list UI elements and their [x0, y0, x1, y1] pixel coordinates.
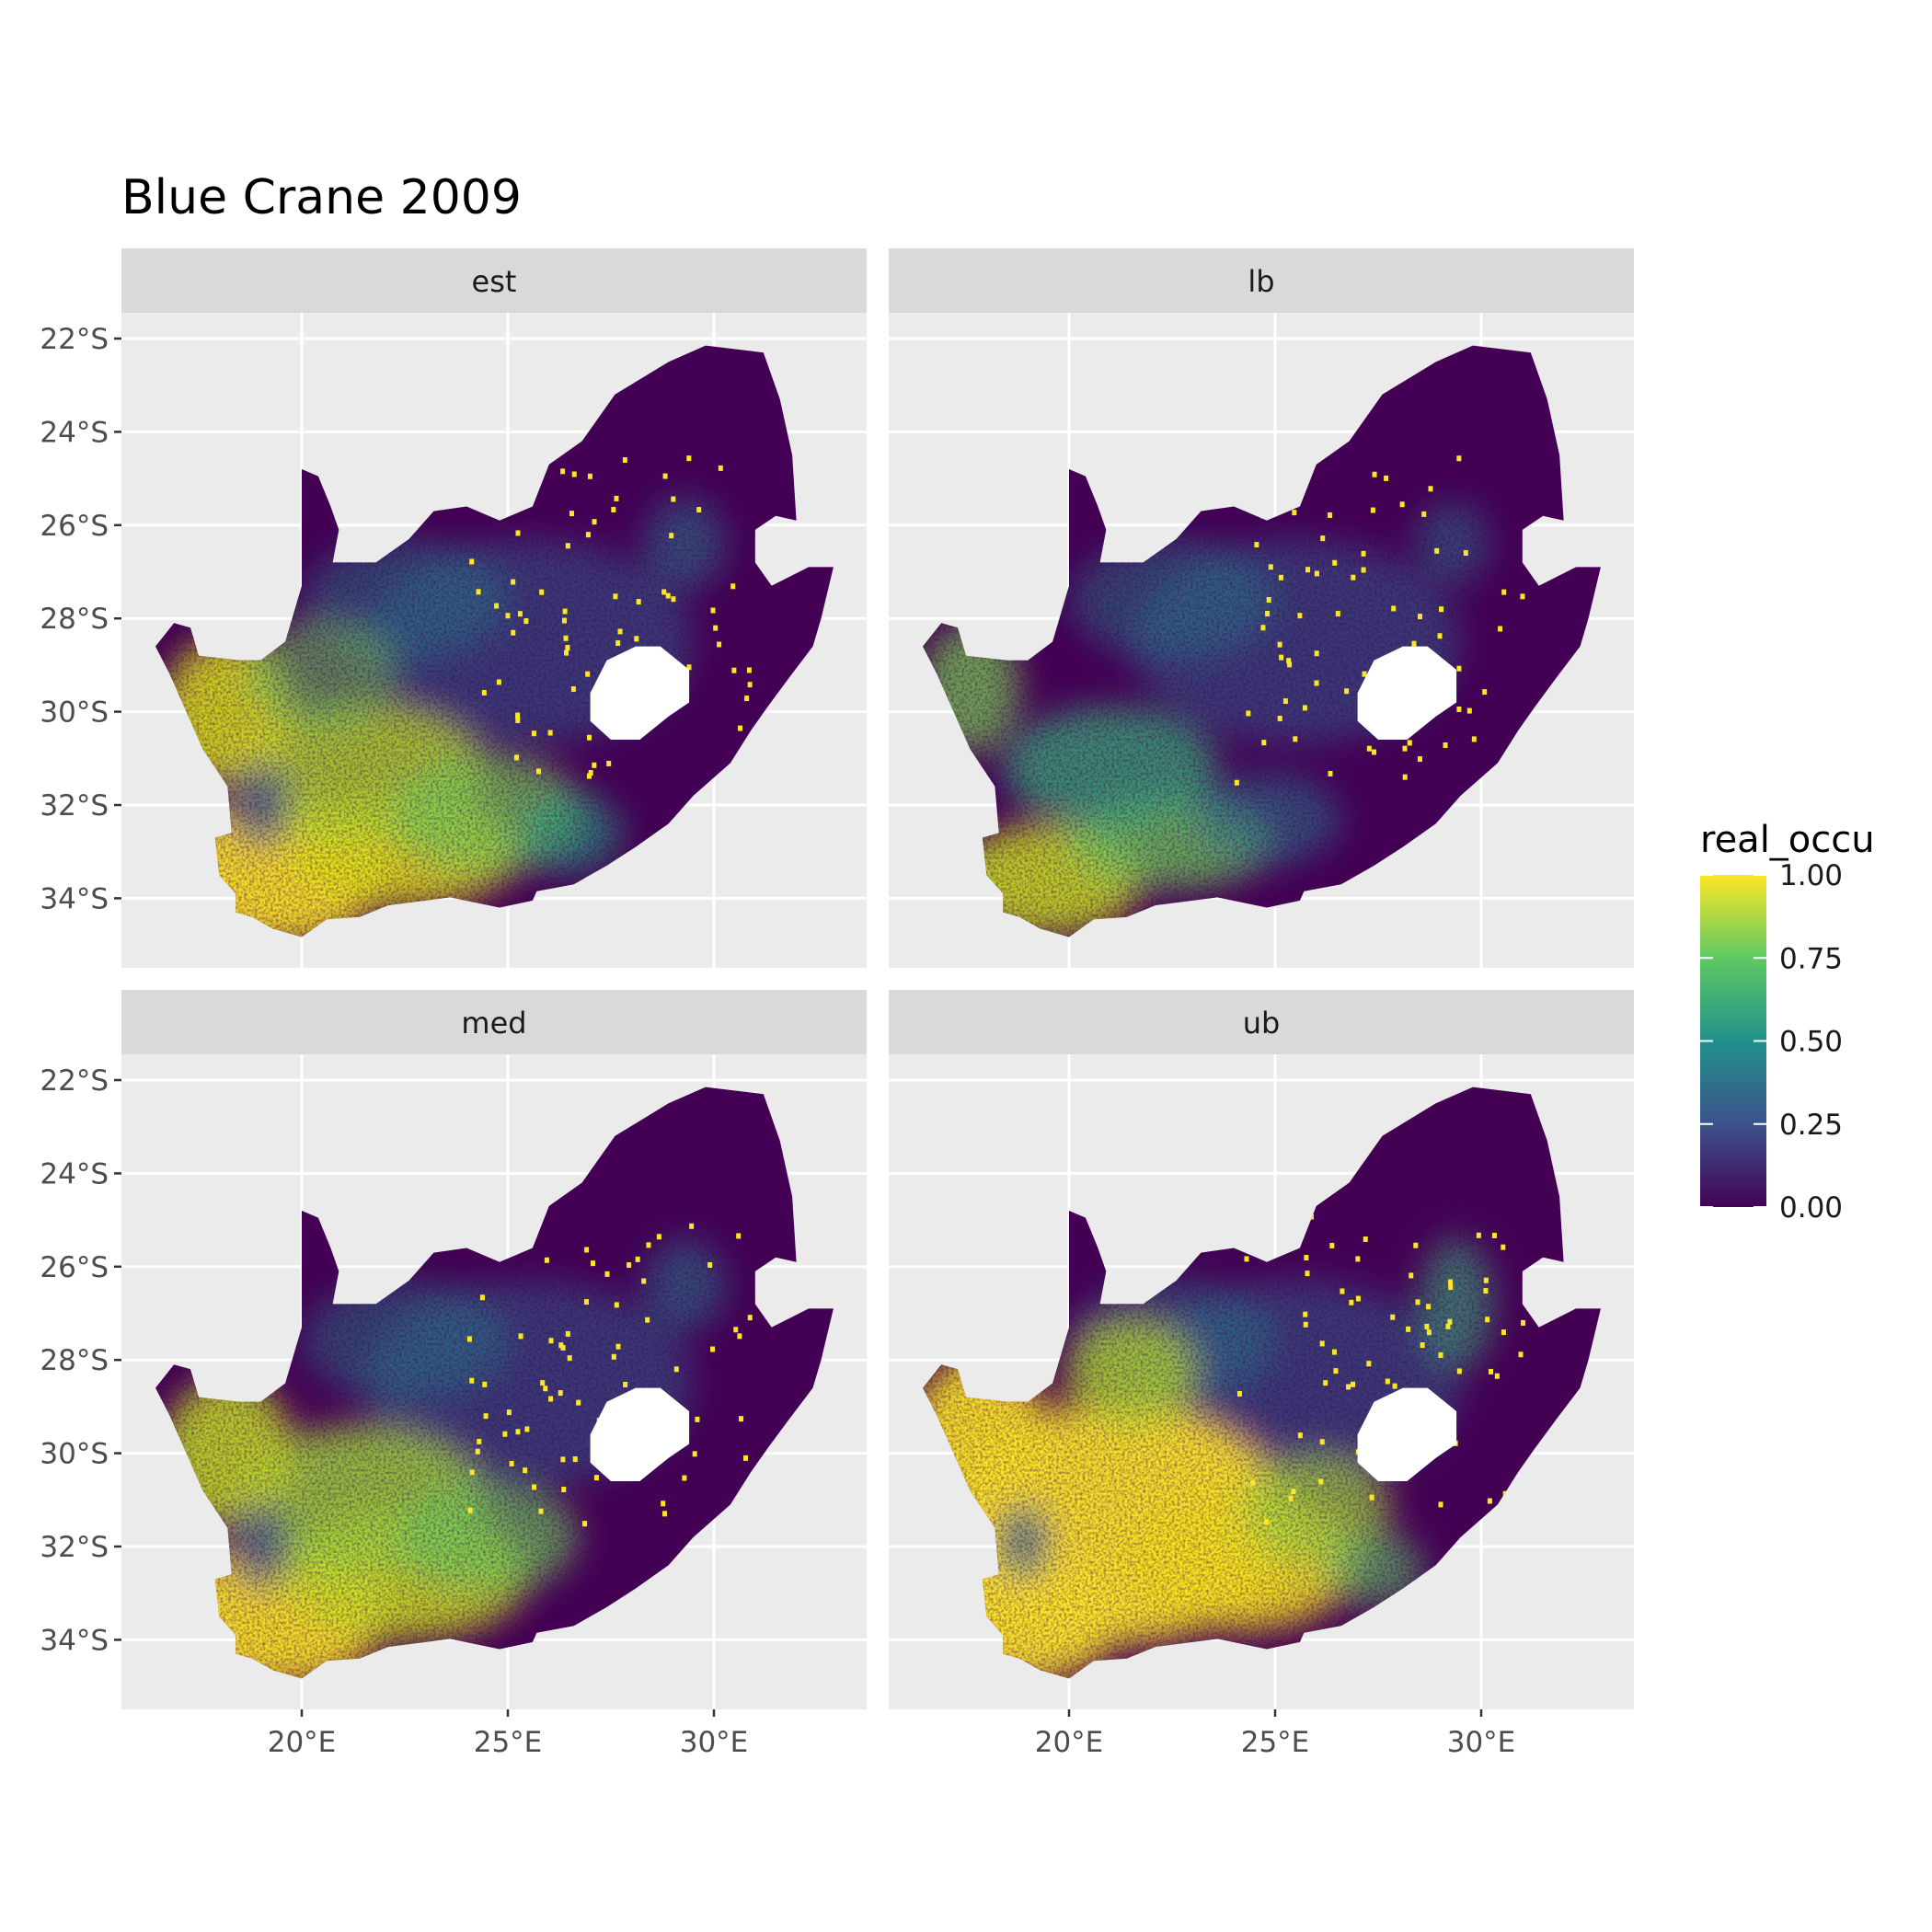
- legend-tick-label: 0.00: [1779, 1191, 1843, 1225]
- y-tick-label: 22°S: [40, 1064, 109, 1098]
- legend-tick-label: 0.75: [1779, 942, 1843, 975]
- facet-strip-label: med: [461, 1006, 526, 1041]
- y-tick-label: 34°S: [40, 1624, 109, 1657]
- y-tick-label: 26°S: [40, 1251, 109, 1284]
- facet-strip: [121, 990, 867, 1054]
- y-tick-label: 28°S: [40, 603, 109, 636]
- facet-panel-med: med: [121, 990, 867, 1709]
- legend-tick-label: 0.50: [1779, 1026, 1843, 1059]
- y-tick-label: 30°S: [40, 1438, 109, 1471]
- lesotho-no-data: [590, 646, 690, 740]
- legend: real_occu 1.00 0.75 0.50 0.25 0.00: [1700, 819, 1875, 1225]
- facet-strip-label: ub: [1243, 1006, 1281, 1041]
- y-tick-label: 34°S: [40, 882, 109, 915]
- lesotho-no-data: [590, 1387, 690, 1481]
- y-tick-label: 32°S: [40, 789, 109, 822]
- facet-panel-ub: ub: [889, 990, 1634, 1709]
- x-tick-label: 30°E: [1447, 1726, 1516, 1759]
- y-tick-label: 32°S: [40, 1531, 109, 1564]
- facet-strip: [889, 248, 1634, 313]
- legend-title: real_occu: [1700, 819, 1875, 861]
- y-tick-label: 22°S: [40, 323, 109, 356]
- y-tick-label: 30°S: [40, 696, 109, 730]
- legend-tick-label: 0.25: [1779, 1109, 1843, 1142]
- axes: 22°S 24°S 26°S 28°S 30°S 32°S 34°S 22°S 24°S 26°S…: [40, 323, 1515, 1759]
- x-tick-label: 25°E: [474, 1726, 543, 1759]
- y-tick-label: 24°S: [40, 416, 109, 449]
- lesotho-no-data: [1357, 646, 1457, 740]
- facet-strip-label: est: [472, 264, 517, 299]
- x-tick-label: 25°E: [1241, 1726, 1310, 1759]
- facet-panel-lb: lb: [889, 248, 1634, 968]
- facet-strip-label: lb: [1248, 264, 1274, 299]
- y-tick-label: 24°S: [40, 1157, 109, 1190]
- facet-strip: [121, 248, 867, 313]
- x-tick-label: 20°E: [1035, 1726, 1104, 1759]
- x-tick-label: 30°E: [680, 1726, 749, 1759]
- chart-title: Blue Crane 2009: [121, 170, 522, 225]
- x-tick-label: 20°E: [268, 1726, 337, 1759]
- facet-panel-est: est: [121, 248, 867, 968]
- y-tick-label: 28°S: [40, 1344, 109, 1377]
- legend-tick-label: 1.00: [1779, 859, 1843, 892]
- y-tick-label: 26°S: [40, 510, 109, 543]
- facet-strip: [889, 990, 1634, 1054]
- lesotho-no-data: [1357, 1387, 1457, 1481]
